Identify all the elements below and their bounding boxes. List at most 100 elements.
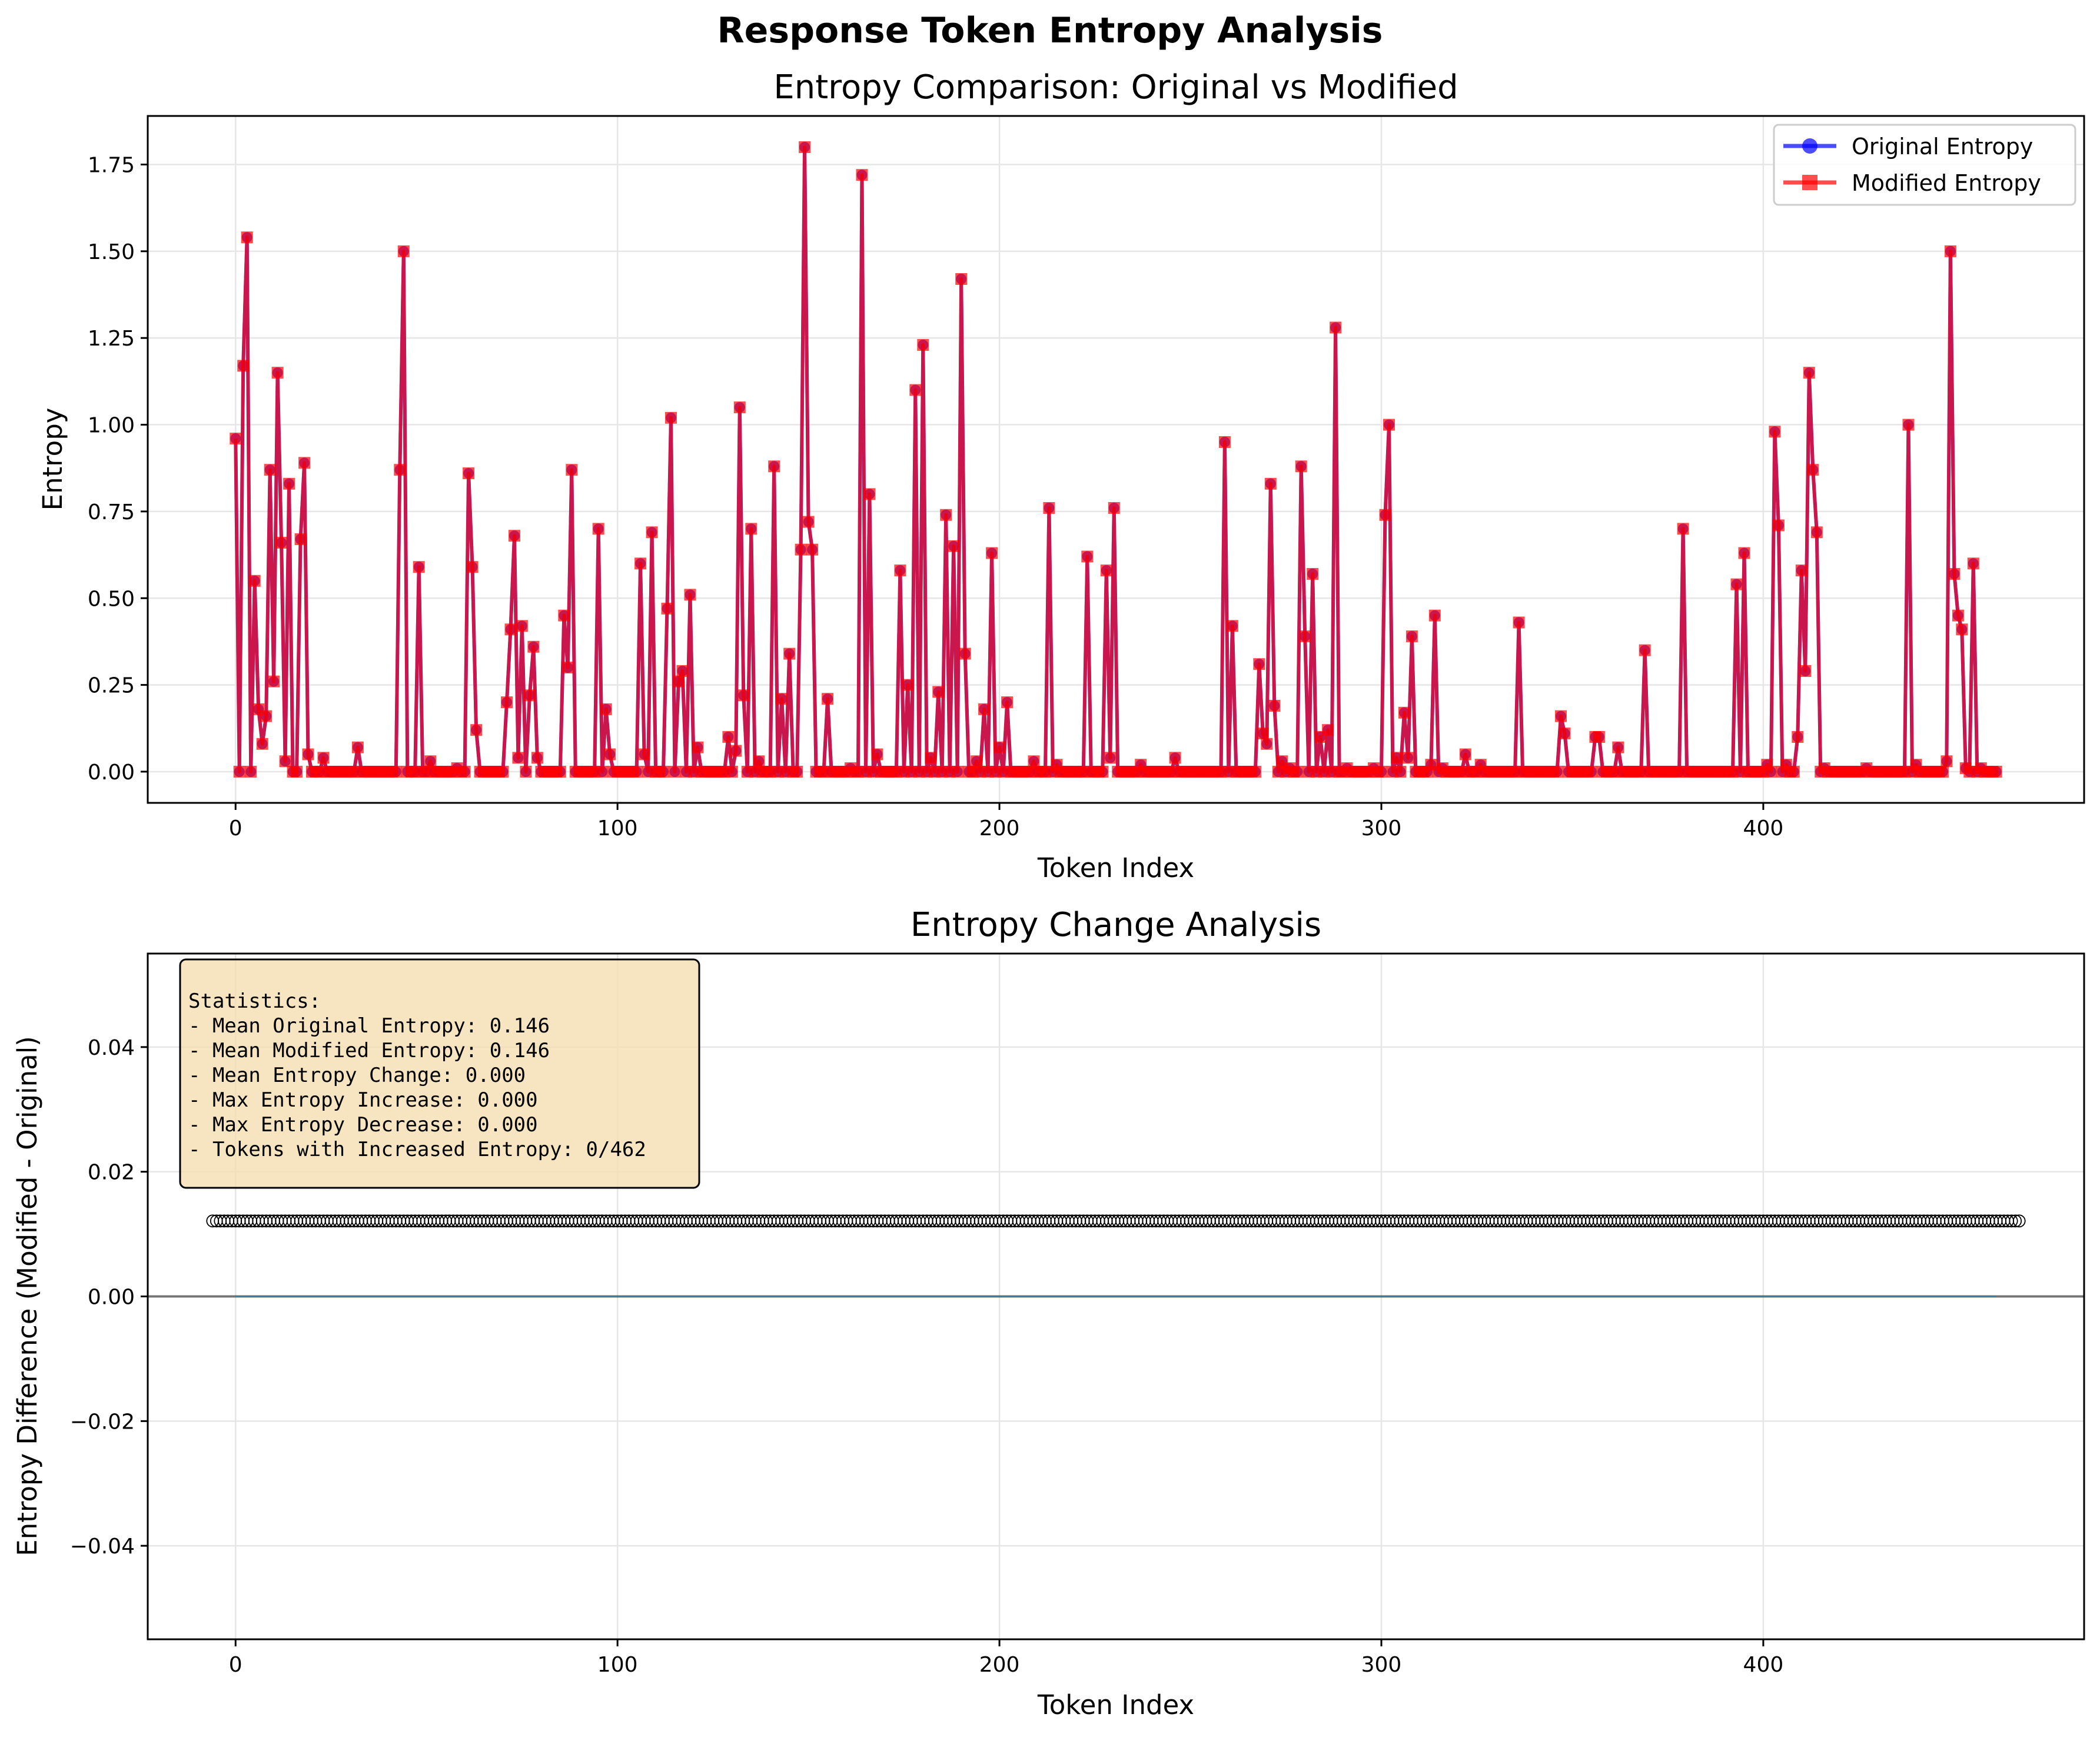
modified-entropy-point xyxy=(230,433,242,445)
modified-entropy-point xyxy=(1391,752,1403,764)
x-tick-label: 400 xyxy=(1743,1653,1784,1677)
y-tick-label: 0.00 xyxy=(88,760,135,785)
modified-entropy-point xyxy=(397,245,410,257)
modified-entropy-point xyxy=(1585,766,1597,778)
modified-entropy-point xyxy=(260,710,273,722)
axis-ticks: 0 100 200 300 400 −0.04 −0.02 0.00 0.02 0.04 xyxy=(70,1036,1784,1677)
modified-entropy-point xyxy=(753,755,765,768)
modified-entropy-point xyxy=(733,401,746,414)
modified-entropy-point xyxy=(1593,731,1605,743)
modified-entropy-point xyxy=(722,731,735,743)
stats-line: - Tokens with Increased Entropy: 0/462 xyxy=(188,1138,646,1161)
entropy-comparison-chart: Entropy Comparison: Original vs Modified… xyxy=(37,68,2085,884)
y-tick-label: 0.04 xyxy=(88,1036,135,1060)
modified-entropy-point xyxy=(776,693,788,705)
modified-entropy-point xyxy=(264,464,276,476)
modified-entropy-point xyxy=(1218,436,1231,448)
modified-entropy-point xyxy=(291,766,303,778)
modified-entropy-point xyxy=(1772,519,1785,532)
modified-entropy-point xyxy=(1944,245,1956,257)
modified-entropy-point xyxy=(955,273,968,285)
modified-entropy-point xyxy=(634,557,647,570)
y-tick-label: −0.02 xyxy=(70,1410,135,1434)
modified-entropy-point xyxy=(1383,419,1395,431)
modified-entropy-point xyxy=(248,574,261,587)
modified-entropy-point xyxy=(661,602,673,615)
modified-entropy-point xyxy=(463,467,475,480)
modified-entropy-point xyxy=(646,526,658,539)
difference-marker xyxy=(2005,1214,2018,1228)
axis-ticks: 0 100 200 300 400 0.00 0.25 0.50 0.75 1.00 1.25 1.5… xyxy=(88,154,1783,841)
modified-entropy-point xyxy=(909,384,922,396)
modified-entropy-point xyxy=(1330,321,1342,334)
modified-entropy-point xyxy=(424,755,437,768)
modified-entropy-point xyxy=(1001,696,1014,709)
modified-entropy-point xyxy=(993,741,1006,753)
y-tick-label: −0.04 xyxy=(70,1535,135,1559)
modified-entropy-point xyxy=(458,766,471,778)
modified-entropy-point xyxy=(1253,658,1265,670)
modified-entropy-point xyxy=(1108,502,1120,514)
modified-entropy-point xyxy=(561,662,574,674)
modified-entropy-point xyxy=(802,516,815,528)
modified-entropy-point xyxy=(1948,568,1961,580)
modified-entropy-point xyxy=(1169,752,1181,764)
modified-entropy-point xyxy=(1803,367,1815,379)
data-series xyxy=(230,141,2002,778)
modified-entropy-point xyxy=(241,231,253,244)
modified-entropy-point xyxy=(351,741,364,753)
modified-entropy-point xyxy=(1264,477,1277,490)
modified-entropy-point xyxy=(268,675,280,688)
modified-entropy-point xyxy=(1738,547,1750,559)
modified-entropy-point xyxy=(1513,616,1525,629)
modified-entropy-point xyxy=(665,411,677,424)
modified-entropy-point xyxy=(497,766,509,778)
modified-entropy-point xyxy=(1322,724,1334,736)
modified-entropy-point xyxy=(783,647,796,660)
modified-entropy-point xyxy=(1394,766,1407,778)
legend: Original Entropy Modified Entropy xyxy=(1773,124,2076,206)
x-tick-label: 400 xyxy=(1743,816,1784,841)
modified-entropy-point xyxy=(413,561,425,573)
data-series xyxy=(148,1214,2084,1298)
modified-entropy-point xyxy=(1940,755,1953,768)
modified-entropy-point xyxy=(317,752,330,764)
modified-entropy-point xyxy=(1249,766,1261,778)
modified-entropy-point xyxy=(1952,609,1964,622)
modified-entropy-point xyxy=(1405,630,1418,643)
modified-entropy-point xyxy=(925,752,937,764)
modified-entropy-point xyxy=(1261,738,1273,750)
modified-entropy-point xyxy=(604,748,616,760)
modified-entropy-point xyxy=(917,339,929,351)
modified-entropy-point xyxy=(986,547,998,559)
modified-entropy-point xyxy=(791,766,803,778)
modified-entropy-point xyxy=(932,686,945,698)
modified-entropy-point xyxy=(1104,752,1117,764)
modified-entropy-point xyxy=(1100,564,1112,577)
modified-entropy-point xyxy=(1081,550,1094,563)
modified-entropy-point xyxy=(795,543,807,556)
modified-entropy-point xyxy=(799,141,811,153)
modified-entropy-point xyxy=(520,766,532,778)
modified-entropy-point xyxy=(737,689,750,702)
modified-entropy-point xyxy=(726,766,738,778)
modified-entropy-point xyxy=(806,543,819,556)
modified-entropy-point xyxy=(237,360,250,372)
modified-entropy-point xyxy=(822,693,834,705)
difference-marker xyxy=(2012,1214,2026,1228)
stats-line: - Mean Original Entropy: 0.146 xyxy=(188,1014,550,1038)
y-tick-label: 0.00 xyxy=(88,1286,135,1310)
modified-entropy-point xyxy=(1307,568,1319,580)
modified-entropy-point xyxy=(669,766,681,778)
stats-line: - Max Entropy Decrease: 0.000 xyxy=(188,1113,538,1137)
stats-line: - Max Entropy Increase: 0.000 xyxy=(188,1088,538,1112)
modified-entropy-point xyxy=(1612,741,1624,753)
y-tick-label: 0.02 xyxy=(88,1161,135,1185)
modified-entropy-point xyxy=(1787,766,1800,778)
x-tick-label: 200 xyxy=(979,816,1020,841)
chart-title: Entropy Comparison: Original vs Modified xyxy=(773,68,1458,107)
modified-entropy-point xyxy=(1639,644,1651,656)
modified-entropy-point xyxy=(1677,523,1689,535)
modified-entropy-point xyxy=(394,464,406,476)
